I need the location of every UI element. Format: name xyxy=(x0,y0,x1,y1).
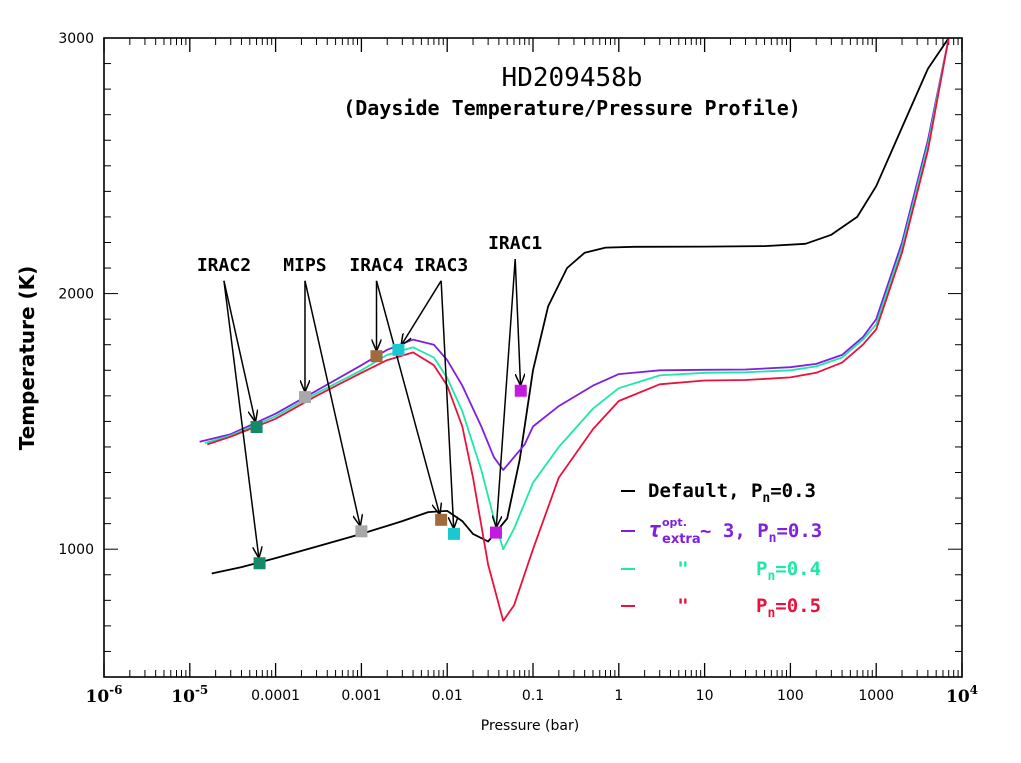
x-tick-label: 0.001 xyxy=(341,688,381,704)
legend-label-1-rest: ~ 3, Pn=0.3 xyxy=(700,520,822,546)
annotation-arrow-irac3 xyxy=(402,280,442,345)
x-tick-label: 104 xyxy=(946,683,978,707)
annotation-arrow-irac1 xyxy=(514,259,520,385)
legend-label-3: Pn=0.5 xyxy=(756,595,821,621)
series-line-1 xyxy=(199,37,950,471)
annotation-arrow-irac4 xyxy=(375,280,440,514)
marker-mips xyxy=(355,525,368,538)
plot-frame xyxy=(103,37,963,678)
x-tick-label: 1 xyxy=(614,688,623,704)
x-tick-label: 0.1 xyxy=(522,688,544,704)
annotation-arrow-irac2 xyxy=(223,280,259,557)
annotation-label-irac1: IRAC1 xyxy=(488,233,542,254)
marker-irac4 xyxy=(370,350,383,363)
x-tick-label: 1000 xyxy=(858,688,894,704)
x-tick-label: 100 xyxy=(777,688,804,704)
legend-label-2: Pn=0.4 xyxy=(756,558,821,584)
legend-ditto-2: " xyxy=(677,558,688,580)
annotation-arrow-irac1 xyxy=(496,259,516,527)
chart-subtitle: (Dayside Temperature/Pressure Profile) xyxy=(343,96,801,120)
marker-irac3 xyxy=(392,343,405,356)
annotation-arrow-irac3 xyxy=(440,280,454,528)
legend-tau-sub: extra xyxy=(662,532,701,547)
x-tick-label: 10-6 xyxy=(85,683,122,707)
x-axis-label: Pressure (bar) xyxy=(481,718,579,734)
x-tick-label: 10 xyxy=(696,688,714,704)
annotation-label-irac4: IRAC4 xyxy=(349,255,403,276)
marker-irac1 xyxy=(489,526,502,539)
x-tick-label: 0.0001 xyxy=(251,688,300,704)
annotation-label-irac2: IRAC2 xyxy=(197,255,251,276)
annotation-label-irac3: IRAC3 xyxy=(414,255,468,276)
marker-irac3 xyxy=(447,527,460,540)
x-tick-label: 0.01 xyxy=(432,688,463,704)
marker-mips xyxy=(298,391,311,404)
x-tick-label: 10-5 xyxy=(171,683,208,707)
marker-irac2 xyxy=(250,421,263,434)
y-tick-label: 2000 xyxy=(58,287,94,303)
legend-tau-sup: opt. xyxy=(662,516,687,529)
legend-label-0: Default, Pn=0.3 xyxy=(648,480,816,506)
y-axis-label: Temperature (K) xyxy=(15,266,39,451)
series-line-0 xyxy=(211,37,950,575)
annotation-arrow-mips xyxy=(304,280,360,526)
legend-ditto-3: " xyxy=(677,595,688,617)
marker-irac2 xyxy=(253,557,266,570)
y-tick-label: 3000 xyxy=(58,31,94,47)
series-line-3 xyxy=(207,37,950,622)
annotation-arrow-irac2 xyxy=(223,280,255,421)
chart-title: HD209458b xyxy=(502,63,643,93)
y-tick-label: 1000 xyxy=(58,542,94,558)
legend-label-1: τ xyxy=(648,518,661,543)
annotation-label-mips: MIPS xyxy=(283,255,326,276)
marker-irac4 xyxy=(435,513,448,526)
marker-irac1 xyxy=(514,384,527,397)
